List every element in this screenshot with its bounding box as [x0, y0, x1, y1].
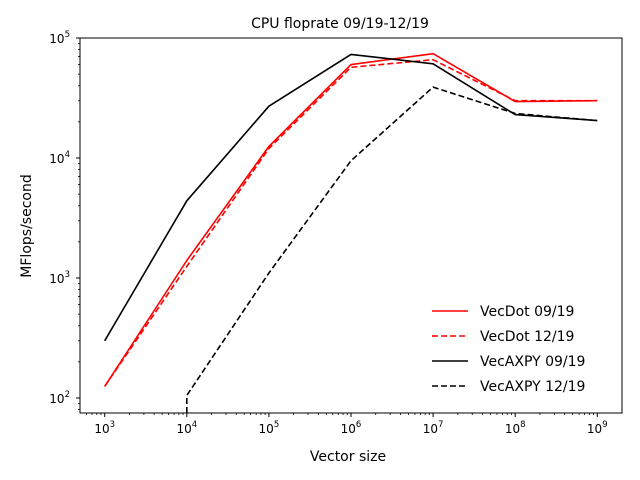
y-tick-label-base: 10	[49, 272, 64, 286]
x-tick-label-base: 10	[341, 422, 356, 436]
x-tick-label: 104	[176, 420, 197, 436]
legend-label-vecdot-12-19: VecDot 12/19	[480, 329, 574, 345]
x-tick-label-base: 10	[587, 422, 602, 436]
y-tick-label: 104	[49, 150, 70, 166]
x-tick-label-exponent: 6	[356, 420, 361, 430]
y-tick-label-exponent: 2	[65, 390, 70, 400]
x-tick-label-exponent: 8	[520, 420, 525, 430]
plot-area	[104, 52, 598, 413]
series-line-vecaxpy-09-19	[104, 53, 598, 342]
x-tick-label-base: 10	[423, 422, 438, 436]
y-tick-label-exponent: 5	[65, 30, 70, 40]
x-tick-label: 109	[587, 420, 608, 436]
x-tick-label-exponent: 4	[192, 420, 197, 430]
x-tick-label-base: 10	[259, 422, 274, 436]
legend-label-vecdot-09-19: VecDot 09/19	[480, 304, 574, 320]
series-line-vecaxpy-12-19	[186, 86, 598, 413]
y-tick-label: 105	[49, 30, 70, 46]
y-tick-label-exponent: 3	[65, 270, 70, 280]
y-tick-label-base: 10	[49, 32, 64, 46]
y-tick-label-exponent: 4	[65, 150, 70, 160]
x-tick-label: 108	[505, 420, 526, 436]
y-tick-label-base: 10	[49, 152, 64, 166]
x-tick-label-base: 10	[94, 422, 109, 436]
x-tick-label: 103	[94, 420, 115, 436]
x-axis-ticks: 103 104 105 106 107 108 109	[86, 413, 608, 436]
series-line-vecdot-12-19	[104, 58, 598, 387]
y-tick-label-base: 10	[49, 392, 64, 406]
legend-label-vecaxpy-12-19: VecAXPY 12/19	[480, 379, 585, 395]
series-line-vecdot-09-19	[104, 52, 598, 387]
legend-label-vecaxpy-09-19: VecAXPY 09/19	[480, 354, 585, 370]
legend: VecDot 09/19 VecDot 12/19 VecAXPY 09/19 Vec…	[432, 304, 585, 395]
x-axis-label: Vector size	[310, 449, 386, 465]
x-tick-label-base: 10	[505, 422, 520, 436]
x-tick-label-exponent: 5	[274, 420, 279, 430]
x-tick-label-exponent: 7	[438, 420, 443, 430]
x-tick-label-exponent: 3	[110, 420, 115, 430]
y-tick-label: 102	[49, 390, 70, 406]
x-tick-label-exponent: 9	[602, 420, 607, 430]
chart-title: CPU floprate 09/19-12/19	[251, 16, 429, 32]
x-tick-label: 107	[423, 420, 444, 436]
x-tick-label: 106	[341, 420, 362, 436]
y-tick-label: 103	[49, 270, 70, 286]
x-tick-label-base: 10	[176, 422, 191, 436]
x-tick-label: 105	[259, 420, 280, 436]
y-axis-label: MFlops/second	[19, 174, 35, 277]
